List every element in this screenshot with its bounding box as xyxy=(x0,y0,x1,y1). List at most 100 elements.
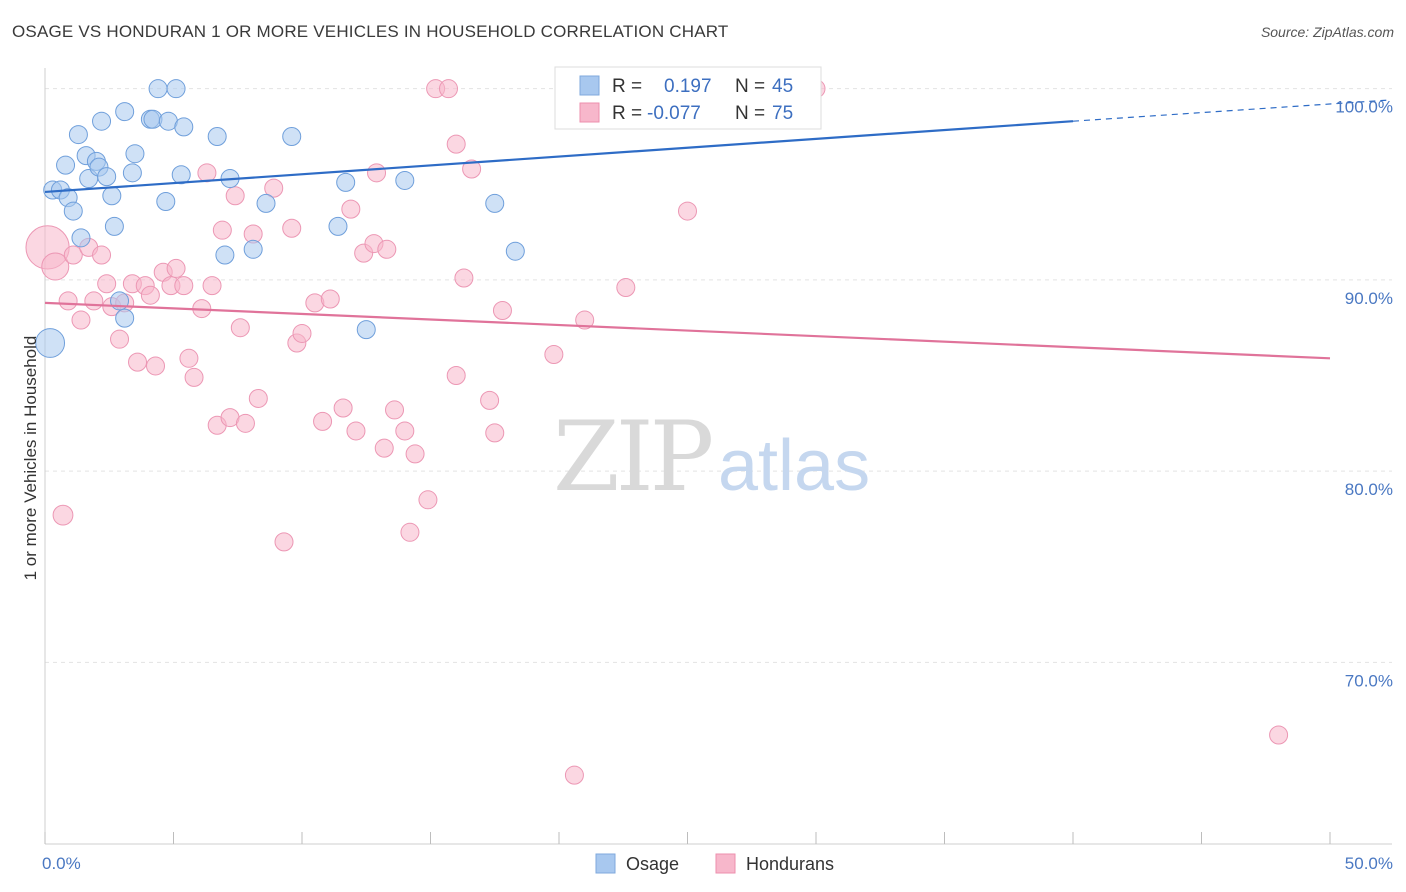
osage-point-20 xyxy=(125,144,145,164)
hondurans-r-value: -0.077 xyxy=(647,103,701,124)
hondurans-point-61 xyxy=(462,159,482,179)
osage-trend-line xyxy=(44,120,1074,194)
hondurans-point-21 xyxy=(174,276,194,296)
hondurans-point-49 xyxy=(374,438,394,458)
osage-point-19 xyxy=(122,163,142,183)
hondurans-point-31 xyxy=(230,318,250,338)
osage-point-37 xyxy=(356,320,376,340)
hondurans-point-59 xyxy=(446,366,466,386)
osage-point-18 xyxy=(115,102,135,122)
hondurans-point-44 xyxy=(341,199,361,219)
hondurans-series-label: Hondurans xyxy=(746,854,834,874)
hondurans-point-63 xyxy=(485,423,505,443)
osage-point-0 xyxy=(35,328,66,358)
osage-point-3 xyxy=(56,155,76,175)
hondurans-point-51 xyxy=(385,400,405,420)
hondurans-n-value: 75 xyxy=(772,103,793,124)
hondurans-point-26 xyxy=(202,276,222,296)
osage-trend-extension xyxy=(1072,99,1391,122)
osage-point-26 xyxy=(166,79,186,99)
hondurans-point-17 xyxy=(146,356,166,376)
hondurans-point-34 xyxy=(248,388,268,408)
hondurans-point-48 xyxy=(367,163,387,183)
hondurans-point-57 xyxy=(438,79,458,99)
osage-legend-swatch xyxy=(579,75,600,96)
hondurans-point-71 xyxy=(1269,725,1289,745)
hondurans-point-16 xyxy=(140,285,160,305)
hondurans-point-69 xyxy=(678,201,697,221)
series-legend: Osage Hondurans xyxy=(595,853,834,874)
osage-point-14 xyxy=(102,186,122,206)
watermark: ZIP atlas xyxy=(553,401,870,513)
osage-point-40 xyxy=(505,241,525,261)
osage-point-13 xyxy=(97,167,117,187)
osage-point-12 xyxy=(92,111,112,131)
hondurans-point-42 xyxy=(320,289,340,309)
osage-point-28 xyxy=(174,117,194,137)
osage-point-29 xyxy=(207,126,227,146)
hondurans-point-11 xyxy=(110,329,130,349)
y-tick-label-2: 90.0% xyxy=(1345,289,1393,308)
hondurans-point-62 xyxy=(480,390,500,410)
hondurans-point-50 xyxy=(377,239,397,259)
hondurans-point-55 xyxy=(418,490,438,510)
source-label: Source: ZipAtlas.com xyxy=(1260,24,1394,40)
hondurans-point-30 xyxy=(225,186,245,206)
osage-series-label: Osage xyxy=(626,854,679,874)
y-axis-label: 1 or more Vehicles in Household xyxy=(21,336,40,581)
osage-points xyxy=(35,79,780,358)
hondurans-r-label: R = xyxy=(612,103,642,124)
hondurans-point-22 xyxy=(179,348,199,368)
osage-n-label: N = xyxy=(735,76,765,97)
hondurans-trend-line xyxy=(44,301,1331,360)
hondurans-point-65 xyxy=(544,344,564,364)
hondurans-point-41 xyxy=(313,411,333,431)
osage-point-17 xyxy=(115,308,135,328)
stats-legend: R = 0.197 N = 45 R = -0.077 N = 75 xyxy=(554,66,822,130)
gridlines xyxy=(45,88,1392,663)
osage-point-35 xyxy=(328,216,348,236)
hondurans-point-8 xyxy=(92,245,112,265)
hondurans-point-7 xyxy=(84,291,104,311)
osage-point-39 xyxy=(485,193,505,213)
y-tick-label-3: 100.0% xyxy=(1335,98,1393,117)
hondurans-point-14 xyxy=(128,352,148,372)
hondurans-point-45 xyxy=(346,421,366,441)
osage-point-7 xyxy=(71,228,91,248)
osage-point-15 xyxy=(104,216,124,236)
hondurans-n-label: N = xyxy=(735,103,765,124)
hondurans-point-9 xyxy=(97,274,117,294)
hondurans-point-1 xyxy=(41,252,70,281)
hondurans-point-32 xyxy=(235,413,255,433)
osage-r-label: R = xyxy=(612,76,642,97)
osage-point-36 xyxy=(336,172,356,192)
osage-point-27 xyxy=(171,165,191,185)
y-tick-labels: 70.0% 80.0% 90.0% 100.0% xyxy=(1335,98,1393,691)
y-tick-label-1: 80.0% xyxy=(1345,480,1393,499)
hondurans-point-23 xyxy=(184,367,204,387)
osage-point-33 xyxy=(256,193,276,213)
osage-point-32 xyxy=(243,239,263,259)
osage-r-value: 0.197 xyxy=(664,76,712,97)
hondurans-legend-swatch xyxy=(579,102,600,123)
hondurans-point-52 xyxy=(395,421,415,441)
hondurans-point-68 xyxy=(616,278,636,298)
hondurans-point-25 xyxy=(197,163,217,183)
trend-lines xyxy=(44,99,1391,360)
hondurans-point-3 xyxy=(58,291,78,311)
osage-point-5 xyxy=(63,201,83,221)
hondurans-point-58 xyxy=(446,134,466,154)
hondurans-point-67 xyxy=(575,310,595,330)
osage-series-swatch xyxy=(595,853,616,874)
chart-title: OSAGE VS HONDURAN 1 OR MORE VEHICLES IN … xyxy=(12,22,729,41)
hondurans-point-66 xyxy=(564,765,584,785)
osage-point-24 xyxy=(156,192,176,212)
y-tick-label-0: 70.0% xyxy=(1345,671,1393,690)
watermark-atlas: atlas xyxy=(718,426,870,506)
hondurans-point-54 xyxy=(405,444,425,464)
osage-point-6 xyxy=(68,125,88,145)
hondurans-point-20 xyxy=(166,258,186,278)
hondurans-point-28 xyxy=(212,220,232,240)
hondurans-point-43 xyxy=(333,398,353,418)
